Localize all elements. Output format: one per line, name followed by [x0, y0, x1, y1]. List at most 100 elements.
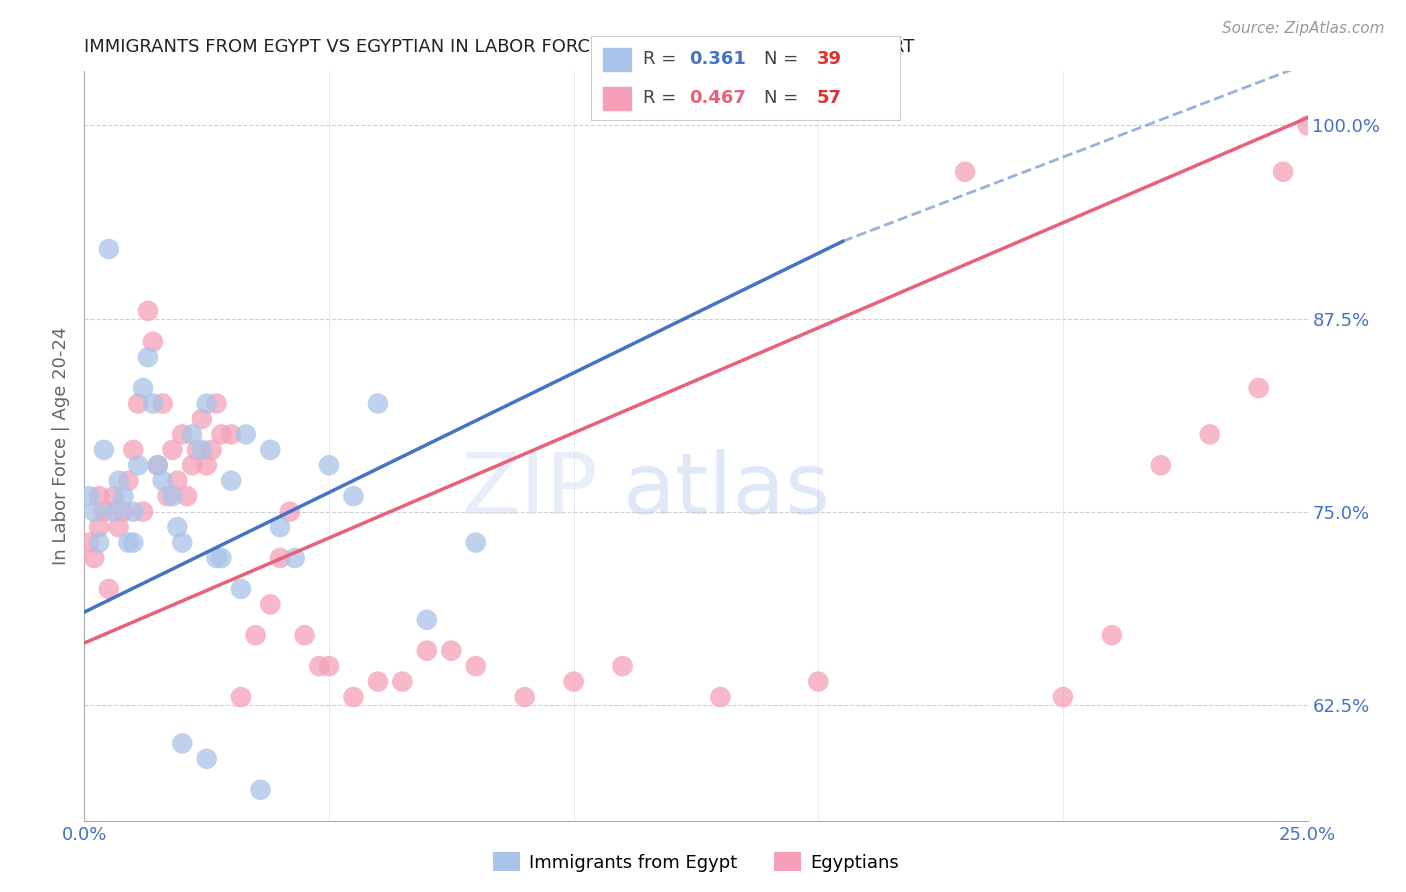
- Point: [269, 520, 291, 534]
- Point: [209, 551, 232, 566]
- Point: [132, 505, 155, 519]
- Point: [152, 396, 174, 410]
- Point: [318, 659, 340, 673]
- Point: [156, 489, 179, 503]
- Point: [83, 505, 105, 519]
- Point: [83, 551, 105, 566]
- Point: [278, 505, 301, 519]
- Point: [93, 442, 115, 457]
- Point: [416, 613, 439, 627]
- Text: 39: 39: [817, 50, 841, 68]
- Point: [284, 551, 307, 566]
- Point: [166, 520, 188, 534]
- Text: N =: N =: [763, 88, 804, 106]
- Point: [136, 350, 159, 364]
- Point: [186, 442, 208, 457]
- Point: [269, 551, 291, 566]
- Point: [127, 458, 149, 473]
- Point: [172, 427, 194, 442]
- Point: [77, 489, 100, 503]
- Point: [367, 396, 389, 410]
- Point: [709, 690, 731, 704]
- Point: [122, 505, 145, 519]
- Text: 0.467: 0.467: [689, 88, 747, 106]
- Point: [142, 334, 165, 349]
- Point: [103, 505, 125, 519]
- Point: [235, 427, 257, 442]
- Y-axis label: In Labor Force | Age 20-24: In Labor Force | Age 20-24: [52, 326, 70, 566]
- Point: [205, 396, 228, 410]
- Point: [142, 396, 165, 410]
- Point: [209, 427, 232, 442]
- Point: [1052, 690, 1074, 704]
- Bar: [603, 47, 631, 71]
- Point: [136, 303, 159, 318]
- Point: [416, 643, 439, 657]
- Text: 0.361: 0.361: [689, 50, 747, 68]
- Bar: [603, 87, 631, 111]
- Point: [367, 674, 389, 689]
- Point: [87, 489, 110, 503]
- Point: [249, 782, 271, 797]
- Point: [195, 396, 218, 410]
- Point: [191, 442, 214, 457]
- Point: [132, 381, 155, 395]
- Point: [122, 442, 145, 457]
- Point: [127, 396, 149, 410]
- Point: [152, 474, 174, 488]
- Point: [1247, 381, 1270, 395]
- Point: [612, 659, 634, 673]
- Text: IMMIGRANTS FROM EGYPT VS EGYPTIAN IN LABOR FORCE | AGE 20-24 CORRELATION CHART: IMMIGRANTS FROM EGYPT VS EGYPTIAN IN LAB…: [84, 38, 915, 56]
- Point: [122, 535, 145, 549]
- Point: [953, 165, 976, 179]
- Point: [146, 458, 169, 473]
- Point: [1198, 427, 1220, 442]
- Point: [117, 535, 139, 549]
- Point: [172, 535, 194, 549]
- Point: [162, 489, 184, 503]
- Point: [1296, 119, 1319, 133]
- Point: [391, 674, 413, 689]
- Point: [195, 458, 218, 473]
- Point: [229, 582, 252, 596]
- Text: 57: 57: [817, 88, 841, 106]
- Point: [103, 489, 125, 503]
- Point: [440, 643, 463, 657]
- Point: [229, 690, 252, 704]
- Point: [342, 489, 364, 503]
- Point: [191, 412, 214, 426]
- Point: [219, 474, 242, 488]
- Point: [107, 474, 129, 488]
- Point: [166, 474, 188, 488]
- Point: [1150, 458, 1173, 473]
- Point: [294, 628, 316, 642]
- Point: [87, 535, 110, 549]
- Legend: Immigrants from Egypt, Egyptians: Immigrants from Egypt, Egyptians: [486, 846, 905, 879]
- Text: R =: R =: [643, 50, 682, 68]
- Point: [259, 598, 281, 612]
- Point: [308, 659, 330, 673]
- Point: [205, 551, 228, 566]
- Point: [464, 535, 486, 549]
- Point: [77, 535, 100, 549]
- Point: [146, 458, 169, 473]
- Point: [112, 505, 135, 519]
- Point: [259, 442, 281, 457]
- Point: [195, 752, 218, 766]
- Point: [162, 442, 184, 457]
- Point: [107, 520, 129, 534]
- Point: [172, 736, 194, 750]
- Point: [112, 489, 135, 503]
- Point: [807, 674, 830, 689]
- Point: [342, 690, 364, 704]
- Text: N =: N =: [763, 50, 804, 68]
- Text: R =: R =: [643, 88, 682, 106]
- Text: atlas: atlas: [623, 450, 831, 533]
- Point: [181, 458, 204, 473]
- Point: [464, 659, 486, 673]
- Point: [93, 505, 115, 519]
- Point: [1101, 628, 1123, 642]
- Point: [97, 582, 120, 596]
- Point: [176, 489, 198, 503]
- Point: [318, 458, 340, 473]
